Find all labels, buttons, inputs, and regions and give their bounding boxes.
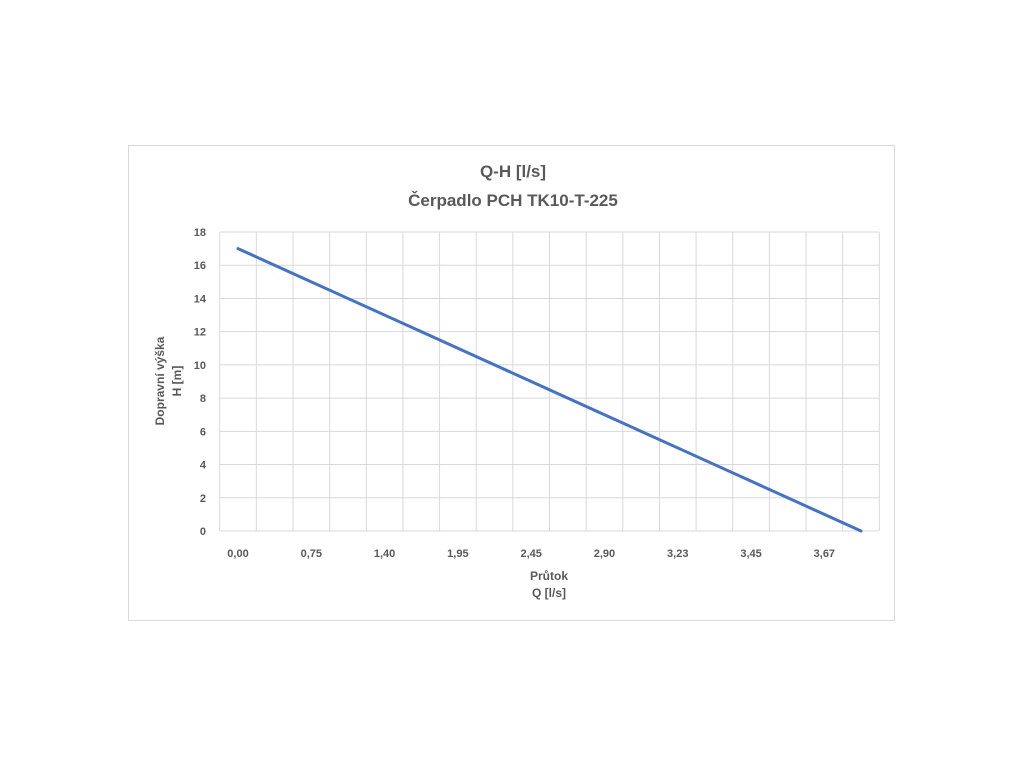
y-axis-title-line1: Dopravní výška: [153, 336, 167, 425]
x-axis-ticks: 0,00 0,75 1,40 1,95 2,45 2,90 3,23 3,45 3,67: [227, 548, 835, 560]
chart-subtitle: Čerpadlo PCH TK10-T-225: [408, 191, 618, 210]
chart-frame: Q-H [l/s] Čerpadlo PCH TK10-T-225 0 2 4 6 8 1…: [128, 145, 895, 621]
chart-title: Q-H [l/s]: [480, 162, 546, 181]
y-tick-label: 18: [194, 227, 206, 239]
series-line-0: [236, 247, 863, 533]
x-tick-label: 3,23: [667, 548, 688, 560]
x-tick-label: 0,75: [301, 548, 322, 560]
x-tick-label: 2,90: [594, 548, 615, 560]
x-axis-title-line1: Průtok: [530, 569, 568, 583]
y-tick-label: 16: [194, 260, 206, 272]
x-axis-title-line2: Q [l/s]: [532, 586, 566, 600]
x-tick-label: 1,95: [447, 548, 468, 560]
y-axis-ticks: 0 2 4 6 8 10 12 14 16 18: [194, 227, 207, 538]
grid-lines: [219, 231, 880, 532]
y-tick-label: 8: [200, 393, 206, 405]
y-tick-label: 12: [194, 327, 206, 339]
x-tick-label: 0,00: [227, 548, 248, 560]
y-tick-label: 2: [200, 493, 206, 505]
y-axis-title-line2: H [m]: [170, 366, 184, 397]
y-tick-label: 10: [194, 360, 206, 372]
x-tick-label: 3,45: [740, 548, 761, 560]
x-tick-label: 1,40: [374, 548, 395, 560]
y-tick-label: 6: [200, 426, 206, 438]
x-tick-label: 3,67: [814, 548, 835, 560]
qh-chart: Q-H [l/s] Čerpadlo PCH TK10-T-225 0 2 4 6 8 1…: [153, 162, 880, 600]
y-tick-label: 0: [200, 526, 206, 538]
x-tick-label: 2,45: [520, 548, 541, 560]
series-layer: [236, 247, 863, 533]
y-tick-label: 14: [194, 293, 207, 305]
y-tick-label: 4: [200, 460, 207, 472]
